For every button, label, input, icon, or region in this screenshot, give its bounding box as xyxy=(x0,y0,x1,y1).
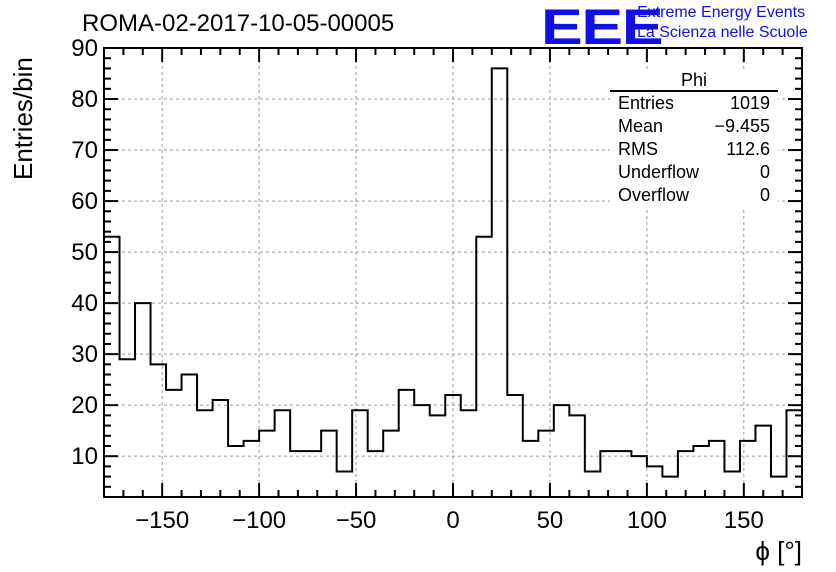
x-tick-label-1: −100 xyxy=(232,507,286,534)
stats-label: RMS xyxy=(618,139,658,159)
stats-label: Overflow xyxy=(618,185,690,205)
histogram-outline xyxy=(103,67,803,497)
stats-row-entries: Entries 1019 xyxy=(610,92,778,115)
y-tick-label-4: 50 xyxy=(71,239,98,266)
x-tick-labels: −150 −100 −50 0 50 100 150 xyxy=(135,507,764,534)
stats-value: −9.455 xyxy=(714,116,770,136)
y-tick-label-8: 90 xyxy=(71,35,98,62)
stats-value: 0 xyxy=(759,162,770,182)
y-tick-label-0: 10 xyxy=(71,443,98,470)
y-tick-label-3: 40 xyxy=(71,290,98,317)
x-tick-label-4: 50 xyxy=(537,507,564,534)
y-tick-label-2: 30 xyxy=(71,341,98,368)
stats-value: 112.6 xyxy=(726,139,770,159)
stats-box: Phi Entries 1019 Mean −9.455 RMS 112.6 U… xyxy=(610,70,778,207)
y-tick-labels: 10 20 30 40 50 60 70 80 90 xyxy=(71,35,98,470)
stats-row-overflow: Overflow 0 xyxy=(610,184,778,207)
stats-row-rms: RMS 112.6 xyxy=(610,138,778,161)
x-tick-label-5: 100 xyxy=(627,507,667,534)
stats-row-underflow: Underflow 0 xyxy=(610,161,778,184)
eee-logo: EEE xyxy=(541,0,664,55)
x-tick-label-2: −50 xyxy=(336,507,377,534)
x-tick-label-0: −150 xyxy=(135,507,189,534)
x-tick-label-3: 0 xyxy=(446,507,459,534)
y-tick-label-5: 60 xyxy=(71,188,98,215)
axis-ticks xyxy=(103,47,803,498)
y-tick-label-7: 80 xyxy=(71,86,98,113)
logo-subtitle-1: Extreme Energy Events xyxy=(637,4,806,21)
stats-label: Underflow xyxy=(618,162,700,182)
stats-title: Phi xyxy=(610,70,778,92)
logo-subtitle-2: La Scienza nelle Scuole xyxy=(637,24,808,41)
stats-label: Entries xyxy=(618,93,675,113)
stats-value: 0 xyxy=(759,185,770,205)
stats-row-mean: Mean −9.455 xyxy=(610,115,778,138)
y-tick-label-1: 20 xyxy=(71,392,98,419)
stats-label: Mean xyxy=(618,116,664,136)
y-tick-label-6: 70 xyxy=(71,137,98,164)
y-axis-label: Entries/bin xyxy=(8,57,38,180)
stats-value: 1019 xyxy=(729,93,770,113)
x-axis-label: ϕ [°] xyxy=(755,536,802,566)
x-tick-label-6: 150 xyxy=(724,507,764,534)
chart-title: ROMA-02-2017-10-05-00005 xyxy=(82,10,395,37)
